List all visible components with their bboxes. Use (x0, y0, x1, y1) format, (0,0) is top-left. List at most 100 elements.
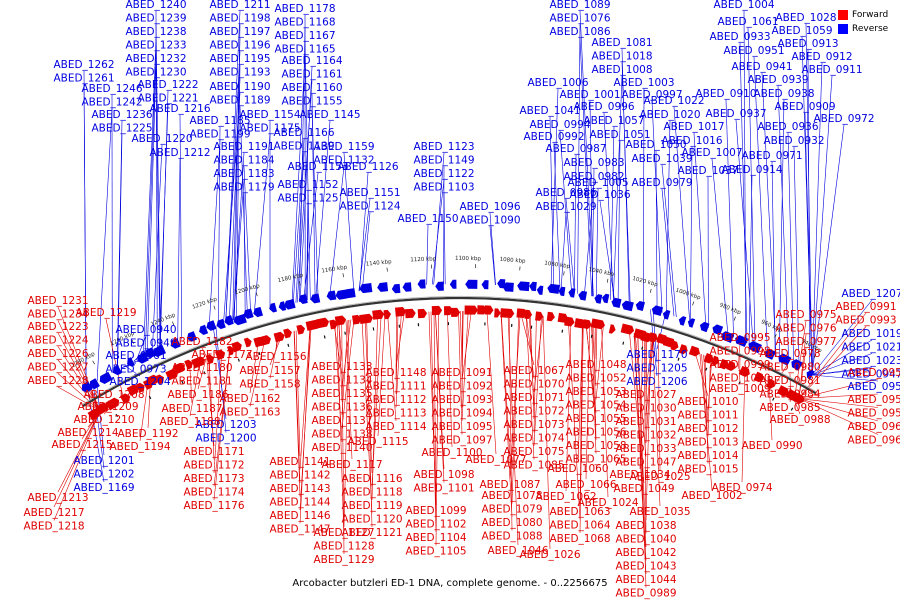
reverse-gene-label: ABED_1005 (567, 177, 628, 189)
forward-gene-label: ABED_1121 (341, 527, 402, 539)
forward-gene-leader-line (657, 339, 661, 472)
forward-gene-label: ABED_1128 (313, 541, 374, 553)
reverse-gene-arrow (791, 359, 803, 371)
tick-mark (131, 339, 134, 344)
forward-gene-label: ABED_1194 (109, 441, 170, 453)
reverse-gene-label: ABED_1236 (91, 109, 152, 121)
forward-gene-label: ABED_1102 (405, 519, 466, 531)
forward-gene-label: ABED_1046 (487, 545, 548, 557)
forward-gene-label: ABED_1223 (27, 321, 88, 333)
reverse-gene-label: ABED_0909 (774, 101, 835, 113)
forward-gene-leader-line (798, 347, 807, 399)
forward-gene-leader-line (395, 313, 405, 368)
forward-gene-arrow (590, 318, 606, 330)
reverse-gene-label: ABED_1216 (149, 103, 210, 115)
reverse-gene-arrow (748, 341, 762, 354)
reverse-gene-label: ABED_0947 (841, 369, 900, 381)
forward-gene-label: ABED_1044 (615, 574, 676, 586)
forward-gene-label: ABED_1060 (547, 463, 608, 475)
reverse-gene-arrow (326, 290, 337, 301)
forward-gene-label: ABED_1034 (609, 469, 670, 481)
backbone-highlight (81, 295, 818, 406)
forward-gene-label: ABED_1080 (481, 517, 542, 529)
forward-gene-label: ABED_1095 (431, 421, 492, 433)
forward-gene-label: ABED_1210 (73, 414, 134, 426)
reverse-gene-leader-line (177, 158, 181, 342)
reverse-gene-label: ABED_1154 (239, 109, 300, 121)
forward-gene-label: ABED_1042 (615, 547, 676, 559)
forward-gene-arrow (316, 317, 330, 329)
reverse-gene-leader-line (218, 126, 221, 326)
forward-gene-arrow (359, 313, 374, 325)
reverse-gene-label: ABED_0973 (105, 364, 166, 376)
forward-gene-leader-line (299, 327, 311, 470)
forward-gene-label: ABED_0995 (709, 332, 770, 344)
forward-gene-label: ABED_0999 (709, 359, 770, 371)
reverse-gene-arrow (435, 281, 444, 291)
forward-gene-label: ABED_1098 (413, 469, 474, 481)
reverse-gene-leader-line (661, 188, 675, 317)
reverse-gene-label: ABED_0979 (631, 177, 692, 189)
forward-gene-label: ABED_1115 (347, 436, 408, 448)
forward-gene-leader-line (395, 313, 402, 408)
forward-gene-label: ABED_1058 (565, 440, 626, 452)
gene-labels: ABED_1240ABED_1239ABED_1238ABED_1233ABED… (23, 0, 900, 600)
forward-gene-label: ABED_1177 (191, 349, 252, 361)
feature-mark (641, 346, 644, 350)
forward-gene-arrow (205, 354, 215, 365)
reverse-gene-leader-line (804, 112, 813, 376)
reverse-gene-leader-line (253, 134, 271, 314)
forward-gene-label: ABED_1187 (161, 403, 222, 415)
forward-gene-leader-line (585, 323, 591, 480)
forward-gene-arrow (173, 362, 185, 375)
forward-gene-label: ABED_0959 (847, 408, 900, 420)
forward-gene-label: ABED_1025 (629, 471, 690, 483)
forward-gene-label: ABED_0980 (759, 362, 820, 374)
reverse-gene-label: ABED_1238 (125, 26, 186, 38)
legend: Forward Reverse (838, 8, 888, 36)
reverse-gene-label: ABED_1183 (213, 168, 274, 180)
reverse-gene-arrow (529, 281, 537, 292)
reverse-gene-label: ABED_1206 (626, 376, 687, 388)
reverse-gene-leader-line (146, 64, 157, 355)
reverse-gene-leader-line (144, 51, 157, 356)
reverse-gene-arrow (601, 293, 610, 304)
forward-gene-label: ABED_1234 (27, 309, 88, 321)
reverse-gene-label: ABED_1041 (519, 105, 580, 117)
reverse-gene-leader-line (83, 84, 87, 388)
reverse-gene-leader-line (811, 374, 879, 382)
tick-label: 1220 kbp (192, 296, 219, 310)
forward-gene-label: ABED_0965 (847, 421, 900, 433)
forward-gene-arrow (464, 305, 478, 315)
reverse-gene-arrow (402, 282, 412, 292)
reverse-gene-label: ABED_1152 (277, 179, 338, 191)
reverse-gene-label: ABED_1212 (149, 147, 210, 159)
reverse-gene-label: ABED_1022 (643, 95, 704, 107)
forward-gene-arrow (105, 397, 120, 411)
reverse-gene-leader-line (811, 75, 833, 376)
reverse-gene-arrow (678, 316, 687, 326)
forward-gene-leader-line (741, 371, 746, 483)
reverse-gene-label: ABED_0983 (563, 157, 624, 169)
backbone-arc (82, 296, 817, 408)
forward-gene-leader-line (579, 321, 584, 534)
reverse-gene-leader-line (232, 37, 241, 321)
tick-mark (213, 305, 216, 310)
reverse-gene-label: ABED_1145 (299, 109, 360, 121)
forward-gene-arrow (283, 328, 292, 339)
forward-gene-arrow (119, 393, 130, 405)
feature-mark (203, 371, 206, 375)
forward-gene-leader-line (249, 340, 259, 394)
reverse-gene-leader-line (748, 175, 753, 345)
reverse-gene-label: ABED_1221 (137, 93, 198, 105)
reverse-gene-arrow (224, 315, 234, 326)
forward-gene-arrow (231, 341, 242, 353)
reverse-gene-leader-line (787, 132, 794, 366)
forward-gene-label: ABED_1224 (27, 335, 88, 347)
forward-gene-arrow (334, 315, 347, 326)
reverse-gene-arrow (465, 279, 478, 289)
forward-gene-leader-line (500, 312, 513, 518)
forward-gene-label: ABED_1026 (519, 549, 580, 561)
forward-gene-leader-line (500, 312, 513, 491)
reverse-gene-label: ABED_1225 (91, 123, 152, 135)
